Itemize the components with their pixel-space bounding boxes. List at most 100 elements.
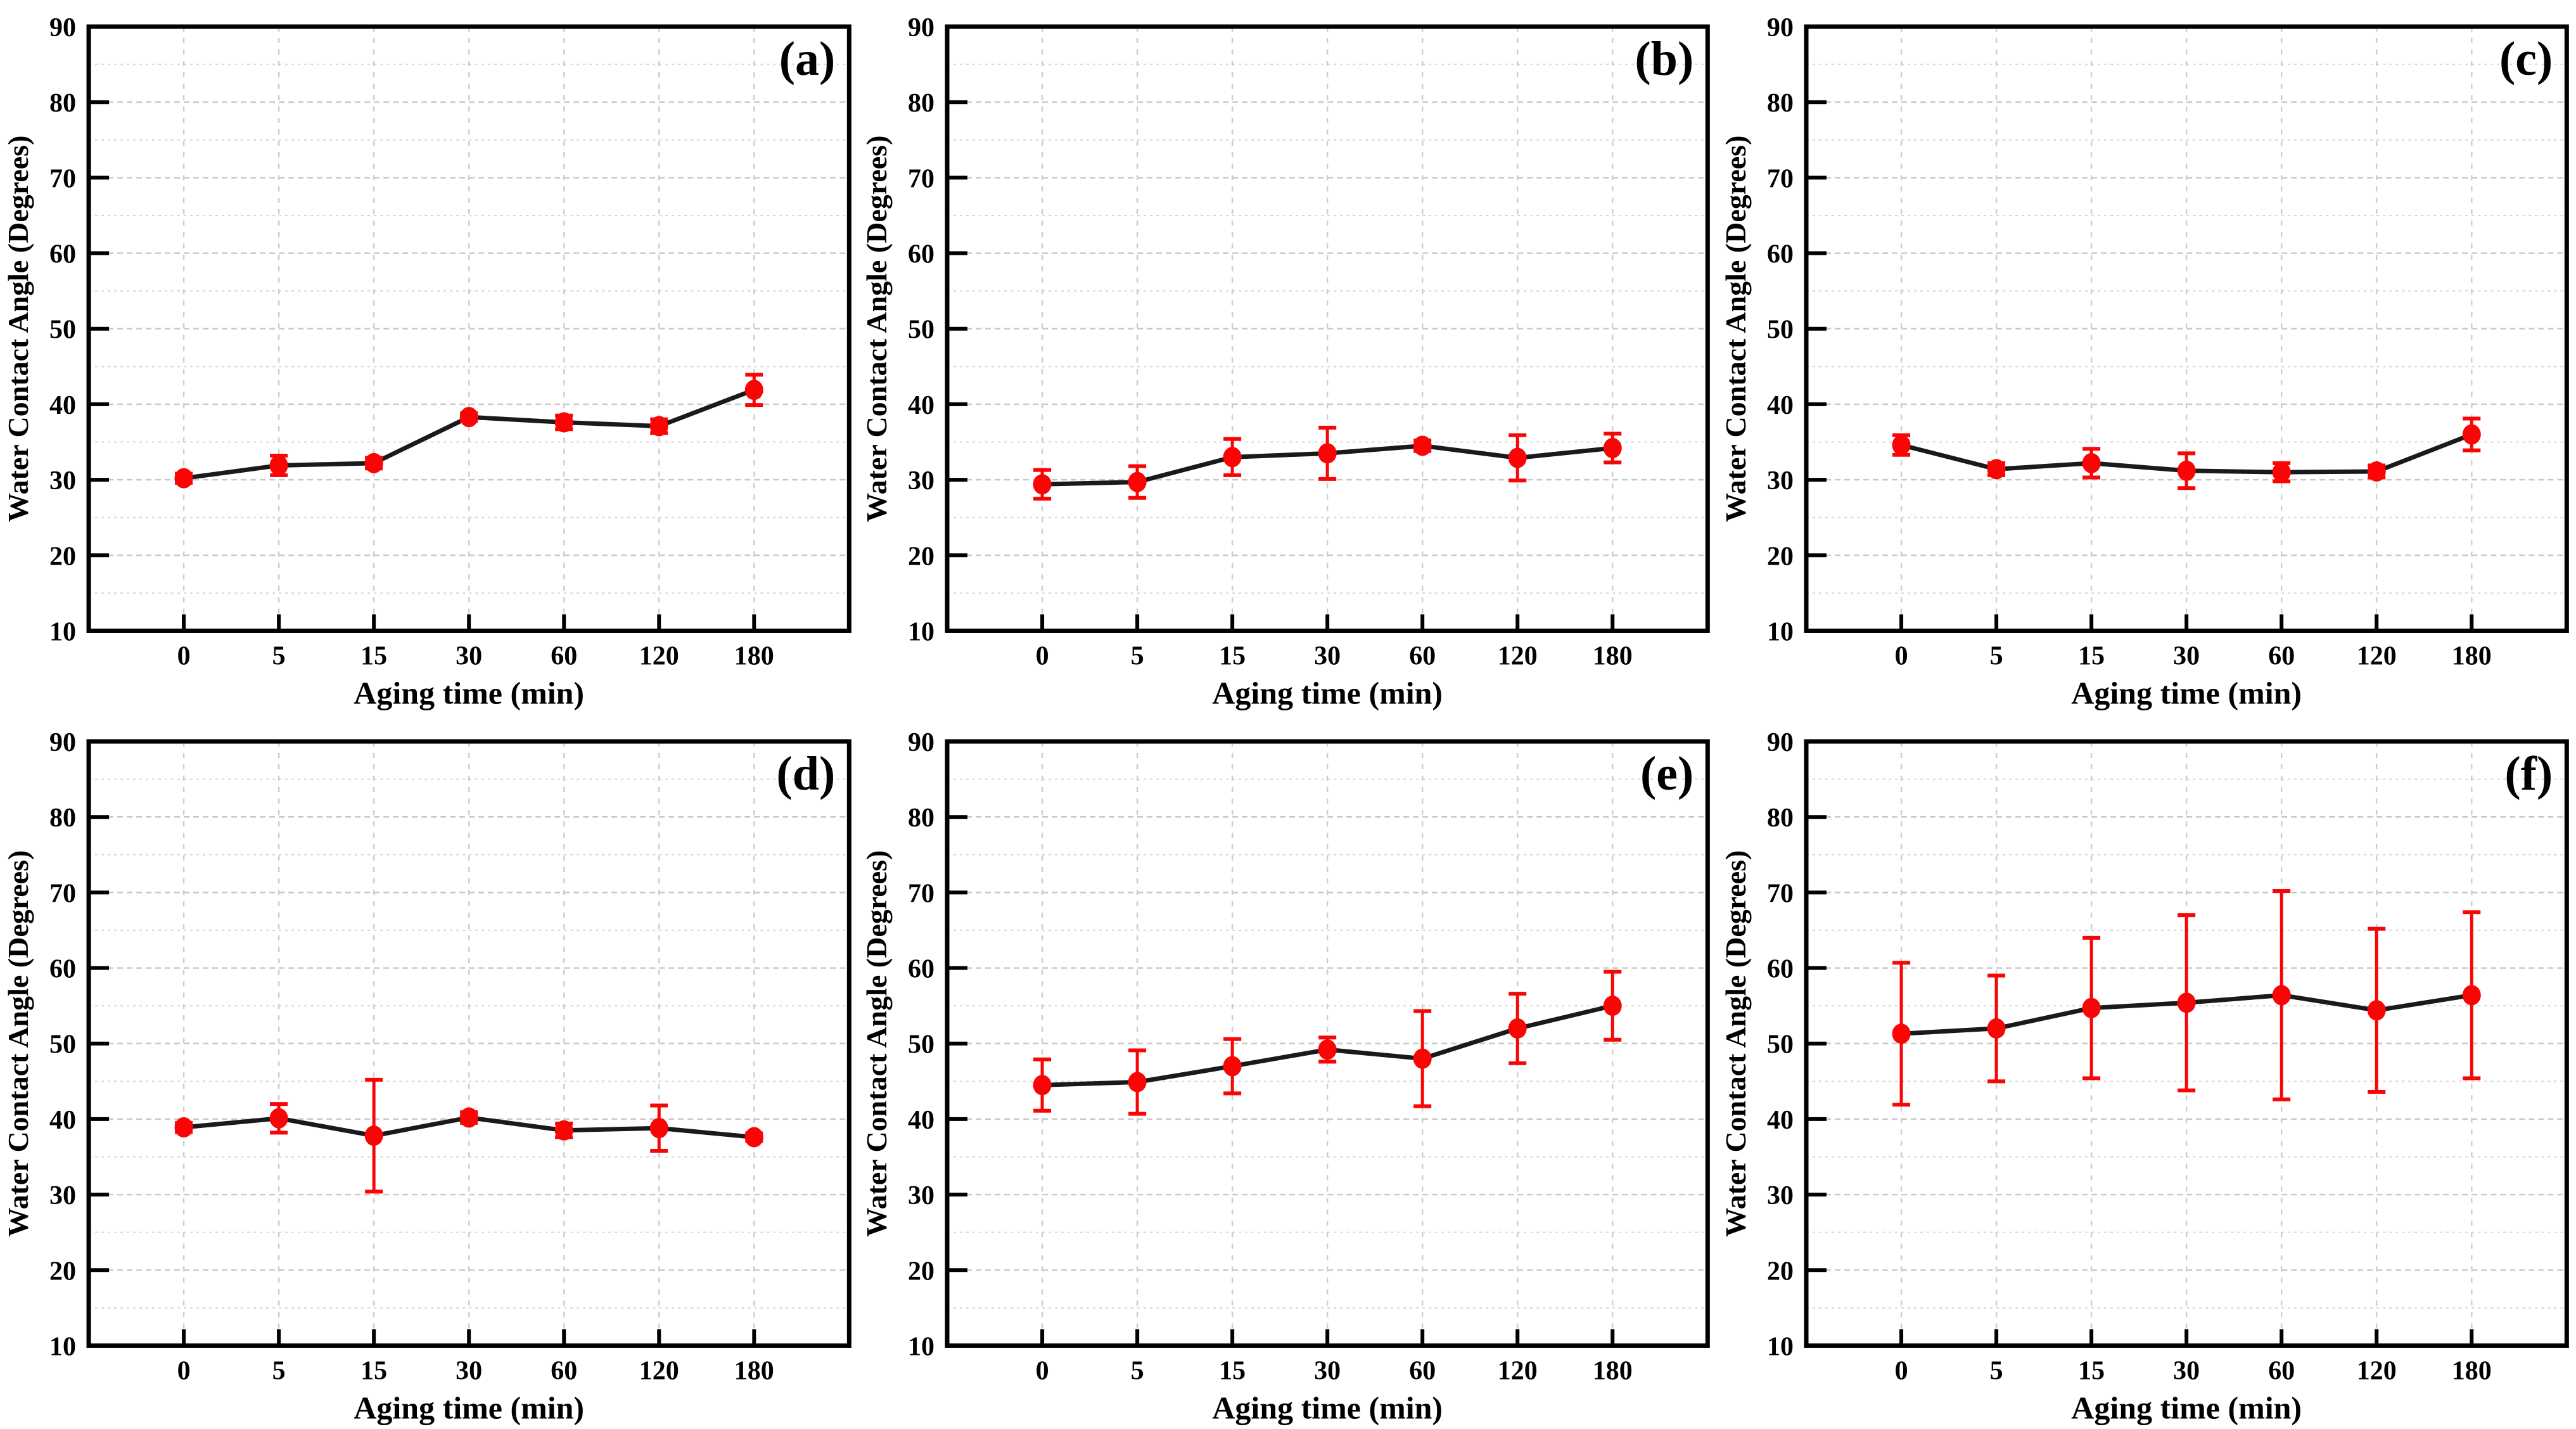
svg-text:30: 30 — [1767, 466, 1794, 496]
svg-text:90: 90 — [908, 728, 934, 757]
panel-e: 10 20 30 40 50 60 70 80 90 0 5 15 30 60 120 180 Aging ti… — [858, 714, 1718, 1429]
svg-text:40: 40 — [49, 1105, 76, 1134]
svg-text:50: 50 — [49, 316, 76, 345]
svg-text:5: 5 — [272, 641, 286, 670]
svg-text:Water Contact Angle (Degrees): Water Contact Angle (Degrees) — [860, 136, 893, 522]
svg-text:20: 20 — [1767, 542, 1794, 571]
svg-text:15: 15 — [2078, 1356, 2105, 1385]
svg-text:60: 60 — [1410, 641, 1436, 670]
svg-text:70: 70 — [49, 164, 76, 193]
svg-text:70: 70 — [1767, 879, 1794, 908]
svg-text:60: 60 — [908, 954, 934, 984]
svg-text:120: 120 — [1498, 1356, 1538, 1385]
svg-text:40: 40 — [1767, 391, 1794, 420]
svg-text:40: 40 — [1767, 1105, 1794, 1134]
svg-text:180: 180 — [734, 1356, 774, 1385]
svg-text:70: 70 — [908, 879, 934, 908]
svg-text:80: 80 — [1767, 89, 1794, 118]
svg-text:5: 5 — [1131, 641, 1144, 670]
svg-text:60: 60 — [551, 641, 577, 670]
svg-text:15: 15 — [1219, 1356, 1246, 1385]
svg-text:180: 180 — [2451, 1356, 2491, 1385]
svg-text:30: 30 — [49, 466, 76, 496]
svg-text:5: 5 — [1989, 641, 2003, 670]
svg-text:70: 70 — [1767, 164, 1794, 193]
svg-text:0: 0 — [1036, 641, 1049, 670]
svg-text:60: 60 — [49, 954, 76, 984]
svg-text:15: 15 — [1219, 641, 1246, 670]
svg-text:50: 50 — [49, 1030, 76, 1059]
panel-a-chart: 10 20 30 40 50 60 70 80 90 0 5 15 30 60 120 180 Aging ti… — [0, 0, 859, 715]
svg-text:(c): (c) — [2499, 32, 2553, 86]
svg-text:30: 30 — [456, 641, 482, 670]
svg-text:40: 40 — [49, 391, 76, 420]
svg-text:Aging time (min): Aging time (min) — [1213, 675, 1443, 710]
svg-text:0: 0 — [1894, 641, 1908, 670]
svg-text:90: 90 — [49, 728, 76, 757]
svg-text:Water Contact Angle (Degrees): Water Contact Angle (Degrees) — [2, 136, 34, 522]
svg-text:15: 15 — [2078, 641, 2105, 670]
svg-text:180: 180 — [734, 641, 774, 670]
svg-text:Aging time (min): Aging time (min) — [2071, 1390, 2302, 1425]
svg-text:10: 10 — [1767, 617, 1794, 646]
svg-text:60: 60 — [908, 240, 934, 269]
svg-text:70: 70 — [49, 879, 76, 908]
svg-text:60: 60 — [2268, 641, 2295, 670]
svg-text:20: 20 — [908, 542, 934, 571]
svg-text:30: 30 — [1315, 1356, 1341, 1385]
svg-text:(a): (a) — [779, 32, 836, 86]
svg-text:(d): (d) — [776, 747, 835, 800]
svg-text:50: 50 — [908, 1030, 934, 1059]
svg-text:80: 80 — [1767, 804, 1794, 833]
panel-e-chart: 10 20 30 40 50 60 70 80 90 0 5 15 30 60 120 180 Aging ti… — [858, 714, 1718, 1429]
svg-text:0: 0 — [177, 1356, 191, 1385]
panel-d-chart: 10 20 30 40 50 60 70 80 90 0 5 15 30 60 120 180 Aging ti… — [0, 714, 859, 1429]
svg-text:30: 30 — [2173, 1356, 2200, 1385]
svg-text:30: 30 — [2173, 641, 2200, 670]
svg-text:(f): (f) — [2504, 747, 2553, 800]
svg-text:5: 5 — [272, 1356, 286, 1385]
svg-text:Aging time (min): Aging time (min) — [354, 675, 584, 710]
svg-text:15: 15 — [360, 641, 387, 670]
svg-text:10: 10 — [908, 1332, 934, 1361]
svg-text:30: 30 — [908, 1181, 934, 1210]
panel-b: 10 20 30 40 50 60 70 80 90 0 5 15 30 60 120 180 Aging ti… — [858, 0, 1718, 715]
panel-c-chart: 10 20 30 40 50 60 70 80 90 0 5 15 30 60 120 180 Aging ti… — [1717, 0, 2576, 715]
svg-text:Water Contact Angle (Degrees): Water Contact Angle (Degrees) — [2, 850, 34, 1236]
svg-text:70: 70 — [908, 164, 934, 193]
svg-text:Water Contact Angle (Degrees): Water Contact Angle (Degrees) — [1719, 850, 1752, 1236]
svg-text:15: 15 — [360, 1356, 387, 1385]
panel-b-chart: 10 20 30 40 50 60 70 80 90 0 5 15 30 60 120 180 Aging ti… — [858, 0, 1718, 715]
svg-text:0: 0 — [177, 641, 191, 670]
svg-text:90: 90 — [1767, 13, 1794, 42]
panel-a: 10 20 30 40 50 60 70 80 90 0 5 15 30 60 120 180 Aging ti… — [0, 0, 859, 715]
panel-f: 10 20 30 40 50 60 70 80 90 0 5 15 30 60 120 180 Aging ti… — [1717, 714, 2576, 1429]
svg-text:30: 30 — [1767, 1181, 1794, 1210]
svg-text:0: 0 — [1894, 1356, 1908, 1385]
svg-text:60: 60 — [1767, 954, 1794, 984]
panel-d: 10 20 30 40 50 60 70 80 90 0 5 15 30 60 120 180 Aging ti… — [0, 714, 859, 1429]
panel-f-chart: 10 20 30 40 50 60 70 80 90 0 5 15 30 60 120 180 Aging ti… — [1717, 714, 2576, 1429]
svg-text:10: 10 — [49, 1332, 76, 1361]
svg-text:40: 40 — [908, 1105, 934, 1134]
svg-text:5: 5 — [1989, 1356, 2003, 1385]
svg-text:30: 30 — [49, 1181, 76, 1210]
svg-text:10: 10 — [49, 617, 76, 646]
svg-text:180: 180 — [1593, 641, 1633, 670]
svg-text:80: 80 — [908, 804, 934, 833]
svg-text:0: 0 — [1036, 1356, 1049, 1385]
svg-text:120: 120 — [639, 641, 679, 670]
svg-text:20: 20 — [1767, 1257, 1794, 1286]
svg-text:120: 120 — [2356, 1356, 2396, 1385]
svg-text:50: 50 — [1767, 316, 1794, 345]
svg-text:60: 60 — [551, 1356, 577, 1385]
svg-text:50: 50 — [908, 316, 934, 345]
svg-text:Water Contact Angle (Degrees): Water Contact Angle (Degrees) — [860, 850, 893, 1236]
svg-text:20: 20 — [49, 542, 76, 571]
svg-text:20: 20 — [49, 1257, 76, 1286]
svg-text:60: 60 — [1410, 1356, 1436, 1385]
svg-text:Water Contact Angle (Degrees): Water Contact Angle (Degrees) — [1719, 136, 1752, 522]
svg-text:30: 30 — [1315, 641, 1341, 670]
svg-text:Aging time (min): Aging time (min) — [354, 1390, 584, 1425]
